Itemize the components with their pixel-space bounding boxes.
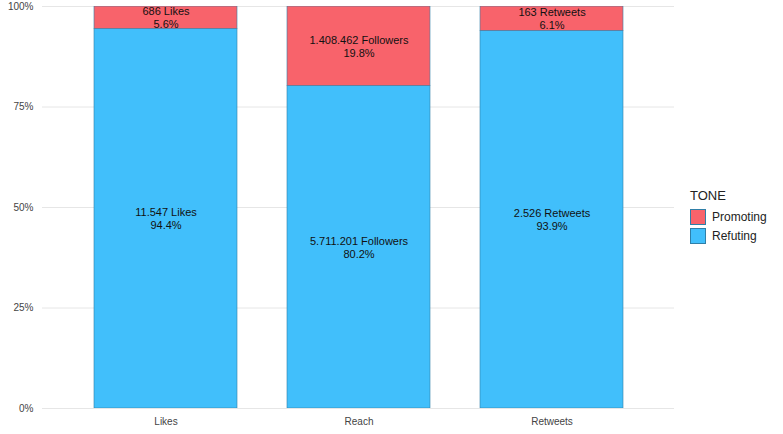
svg-text:Reach: Reach xyxy=(345,416,374,427)
svg-text:Likes: Likes xyxy=(154,416,177,427)
svg-text:50%: 50% xyxy=(13,202,33,213)
html-text:Refuting: Refuting xyxy=(712,228,757,243)
svg-text:0%: 0% xyxy=(19,403,34,414)
html-text:Promoting: Promoting xyxy=(712,209,767,224)
html-text:TONE: TONE xyxy=(690,187,726,203)
svg-text:2.526 Retweets93.9%: 2.526 Retweets93.9% xyxy=(514,207,591,232)
svg-text:163 Retweets6.1%: 163 Retweets6.1% xyxy=(518,6,586,31)
svg-text:100%: 100% xyxy=(8,1,34,12)
svg-text:1.408.462 Followers19.8%: 1.408.462 Followers19.8% xyxy=(309,34,409,59)
svg-text:5.711.201 Followers80.2%: 5.711.201 Followers80.2% xyxy=(310,235,409,260)
svg-text:686 Likes5.6%: 686 Likes5.6% xyxy=(142,5,190,30)
svg-text:25%: 25% xyxy=(13,302,33,313)
svg-text:11.547 Likes94.4%: 11.547 Likes94.4% xyxy=(135,206,197,231)
svg-text:Retweets: Retweets xyxy=(531,416,573,427)
svg-text:75%: 75% xyxy=(13,101,33,112)
